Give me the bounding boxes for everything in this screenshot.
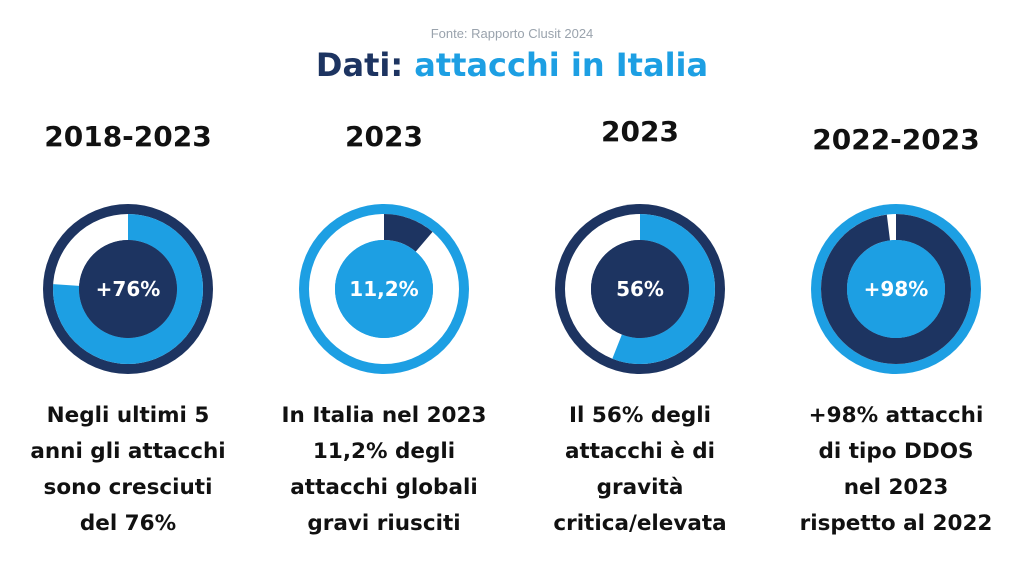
description-line: Negli ultimi 5 bbox=[46, 403, 210, 428]
description-line: +98% attacchi bbox=[808, 403, 984, 428]
source-note: Fonte: Rapporto Clusit 2024 bbox=[430, 26, 594, 41]
description-line: attacchi è di bbox=[564, 439, 716, 464]
description-line: gravi riusciti bbox=[307, 511, 461, 536]
center-value-label: 11,2% bbox=[349, 277, 418, 301]
description: +98% attacchi di tipo DDOS nel 2023 risp… bbox=[776, 398, 1016, 542]
stat-panel-3: 2023 56% Il 56% degli attacchi è di grav… bbox=[512, 0, 768, 564]
title-main: Dati: bbox=[315, 46, 404, 84]
description: Il 56% degli attacchi è di gravità criti… bbox=[520, 398, 760, 542]
stat-panel-4: 2022-2023 +98% +98% attacchi di tipo DDO… bbox=[768, 0, 1024, 564]
donut-chart: +98% bbox=[811, 204, 981, 374]
description-line: anni gli attacchi bbox=[30, 439, 226, 464]
donut-chart: 56% bbox=[555, 204, 725, 374]
description-line: del 76% bbox=[79, 511, 177, 536]
description-line: sono cresciuti bbox=[43, 475, 213, 500]
donut-chart: +76% bbox=[43, 204, 213, 374]
donut-chart: 11,2% bbox=[299, 204, 469, 374]
description-line: attacchi globali bbox=[290, 475, 478, 500]
page-title: Dati: attacchi in Italia bbox=[0, 46, 1024, 84]
description-line: rispetto al 2022 bbox=[799, 511, 993, 536]
period-label: 2023 bbox=[345, 120, 423, 153]
center-value-label: 56% bbox=[616, 277, 664, 301]
title-accent: attacchi in Italia bbox=[414, 46, 709, 84]
stat-panel-2: 2023 11,2% In Italia nel 2023 11,2% degl… bbox=[256, 0, 512, 564]
description-line: 11,2% degli bbox=[312, 439, 456, 464]
center-disk bbox=[79, 240, 177, 338]
description-line: gravità bbox=[596, 475, 684, 500]
description-line: nel 2023 bbox=[843, 475, 949, 500]
center-disk bbox=[847, 240, 945, 338]
center-disk bbox=[591, 240, 689, 338]
value-arc bbox=[565, 214, 715, 364]
description-line: Il 56% degli bbox=[569, 403, 711, 428]
period-label: 2018-2023 bbox=[44, 120, 212, 153]
center-disk bbox=[335, 240, 433, 338]
description-line: In Italia nel 2023 bbox=[281, 403, 487, 428]
value-arc bbox=[53, 214, 203, 364]
description-line: di tipo DDOS bbox=[818, 439, 974, 464]
description-line: critica/elevata bbox=[553, 511, 727, 536]
value-arc bbox=[309, 214, 459, 364]
description: Negli ultimi 5 anni gli attacchi sono cr… bbox=[8, 398, 248, 542]
period-label: 2023 bbox=[601, 115, 679, 148]
value-arc bbox=[821, 214, 971, 364]
period-label: 2022-2023 bbox=[812, 123, 980, 156]
stat-panel-1: 2018-2023 +76% Negli ultimi 5 anni gli a… bbox=[0, 0, 256, 564]
description: In Italia nel 2023 11,2% degli attacchi … bbox=[264, 398, 504, 542]
center-value-label: +98% bbox=[864, 277, 929, 301]
center-value-label: +76% bbox=[96, 277, 161, 301]
